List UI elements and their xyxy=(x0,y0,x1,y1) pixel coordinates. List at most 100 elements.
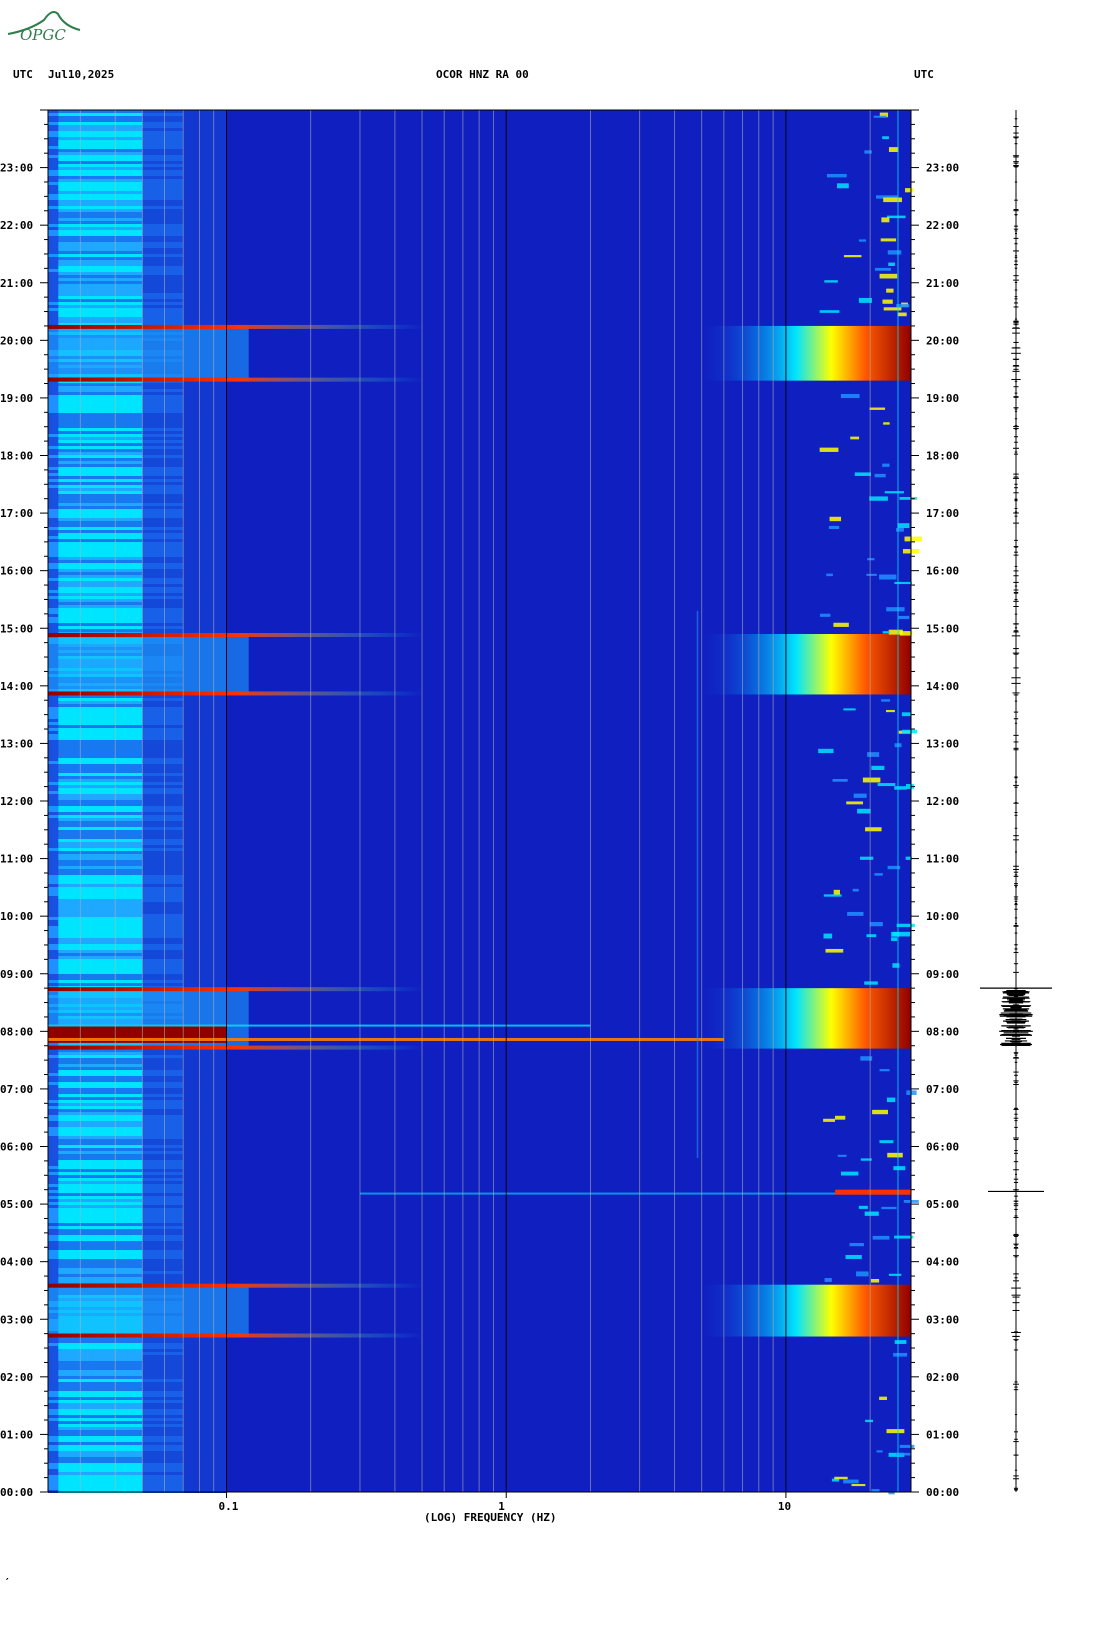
noise-speckle xyxy=(833,622,849,627)
noise-speckle xyxy=(899,1444,915,1448)
spectrogram-row-band xyxy=(58,134,143,137)
spectrogram-row-band xyxy=(58,1085,143,1088)
spectrogram-row-band xyxy=(48,191,59,194)
noise-speckle xyxy=(906,784,915,789)
spectrogram-row-band xyxy=(142,755,184,758)
spectrogram-row-band xyxy=(183,878,227,881)
spectrogram-row-band xyxy=(58,1421,143,1424)
spectrogram-row-band xyxy=(58,1211,143,1214)
spectrogram-row-band xyxy=(58,551,143,554)
spectrogram-row-band xyxy=(183,1109,227,1112)
spectrogram-row-band xyxy=(183,1262,227,1265)
spectrogram-row-band xyxy=(142,122,184,125)
spectrogram-row-band xyxy=(142,206,184,209)
spectrogram-row-band xyxy=(48,407,59,410)
spectrogram-row-band xyxy=(48,1352,59,1355)
spectrogram-row-band xyxy=(142,959,184,962)
spectrogram-row-band xyxy=(183,194,227,197)
noise-speckle xyxy=(894,786,907,790)
spectrogram-row-band xyxy=(48,1463,59,1466)
spectrogram-row-band xyxy=(142,197,184,200)
spectrogram-row-band xyxy=(142,440,184,443)
spectrogram-row-band xyxy=(58,869,143,872)
spectrogram-row-band xyxy=(142,263,184,266)
spectrogram-row-band xyxy=(183,455,227,458)
spectrogram-row-band xyxy=(183,215,227,218)
spectrogram-row-band xyxy=(142,1160,184,1163)
noise-speckle xyxy=(882,463,890,467)
spectrogram-row-band xyxy=(58,1385,143,1388)
spectrogram-row-band xyxy=(58,968,143,971)
spectrogram-row-band xyxy=(58,299,143,302)
spectrogram-row-band xyxy=(142,596,184,599)
spectrogram-row-band xyxy=(142,1433,184,1436)
spectrogram-row-band xyxy=(183,263,227,266)
spectrogram-row-band xyxy=(142,1232,184,1235)
spectrogram-row-band xyxy=(142,965,184,968)
spectrogram-row-band xyxy=(142,734,184,737)
noise-speckle xyxy=(824,1278,832,1282)
spectrogram-row-band xyxy=(183,182,227,185)
spectrogram-row-band xyxy=(48,287,59,290)
spectrogram-row-band xyxy=(183,1130,227,1133)
spectrogram-row-band xyxy=(183,785,227,788)
spectrogram-row-band xyxy=(142,260,184,263)
spectrogram-row-band xyxy=(58,536,143,539)
spectrogram-row-band xyxy=(48,395,59,398)
y-tick-label-right: 22:00 xyxy=(926,219,959,232)
spectrogram-row-band xyxy=(183,1445,227,1448)
spectrogram-row-band xyxy=(58,164,143,167)
spectrogram-row-band xyxy=(183,1184,227,1187)
spectrogram-row-band xyxy=(183,395,227,398)
spectrogram-row-band xyxy=(58,290,143,293)
spectrogram-row-band xyxy=(48,749,59,752)
spectrogram-row-band xyxy=(48,1364,59,1367)
event-streak-upper xyxy=(48,1024,591,1027)
y-tick-label-left: 22:00 xyxy=(0,219,33,232)
spectrogram-row-band xyxy=(48,1082,59,1085)
noise-speckle xyxy=(891,937,898,941)
spectrogram-row-band xyxy=(183,113,227,116)
spectrogram-row-band xyxy=(48,143,59,146)
spectrogram-row-band xyxy=(58,224,143,227)
spectrogram-row-band xyxy=(58,851,143,854)
spectrogram-row-band xyxy=(48,938,59,941)
spectrogram-row-band xyxy=(142,1487,184,1490)
spectrogram-row-band xyxy=(58,170,143,173)
spectrogram-row-band xyxy=(48,1343,59,1346)
spectrogram-row-band xyxy=(48,1187,59,1190)
spectrogram-row-band xyxy=(183,731,227,734)
spectrogram-row-band xyxy=(142,599,184,602)
spectrogram-row-band xyxy=(142,977,184,980)
spectrogram-row-band xyxy=(58,1073,143,1076)
spectrogram-row-band xyxy=(58,761,143,764)
spectrogram-row-band xyxy=(48,467,59,470)
spectrogram-row-band xyxy=(183,125,227,128)
spectrogram-row-band xyxy=(142,809,184,812)
spectrogram-row-band xyxy=(142,863,184,866)
spectrogram-row-band xyxy=(48,797,59,800)
spectrogram-row-band xyxy=(183,812,227,815)
spectrogram-row-band xyxy=(142,1349,184,1352)
noise-speckle xyxy=(888,1491,895,1495)
spectrogram-row-band xyxy=(48,434,59,437)
spectrogram-row-band xyxy=(142,1268,184,1271)
spectrogram-row-band xyxy=(183,713,227,716)
spectrogram-row-band xyxy=(48,251,59,254)
spectrogram-row-band xyxy=(142,458,184,461)
spectrogram-row-band xyxy=(58,575,143,578)
spectrogram-row-band xyxy=(183,623,227,626)
spectrogram-row-band xyxy=(183,446,227,449)
spectrogram-row-band xyxy=(58,1070,143,1073)
spectrogram-row-band xyxy=(48,962,59,965)
noise-speckle xyxy=(834,1115,846,1120)
spectrogram-row-band xyxy=(142,467,184,470)
spectrogram-row-band xyxy=(48,1088,59,1091)
spectrogram-row-band xyxy=(183,458,227,461)
y-tick-label-right: 14:00 xyxy=(926,680,959,693)
spectrogram-row-band xyxy=(58,1244,143,1247)
spectrogram-row-band xyxy=(48,515,59,518)
spectrogram-row-band xyxy=(48,248,59,251)
y-tick-label-right: 10:00 xyxy=(926,910,959,923)
spectrogram-row-band xyxy=(183,551,227,554)
